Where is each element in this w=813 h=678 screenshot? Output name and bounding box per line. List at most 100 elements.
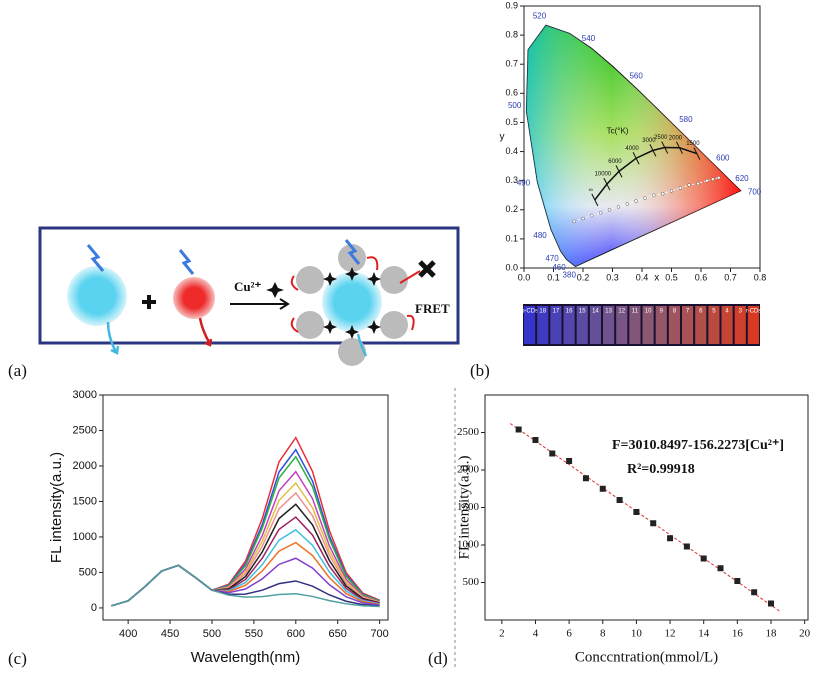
temperature-label: 3000 — [642, 138, 656, 144]
sample-point — [652, 193, 656, 197]
chart: 0.0 0.1 0.2 0.3 0.4 0.5 0.6 0.7 0.8 0.0 0.1 0.2 0.3 0… — [500, 0, 767, 283]
y-tick-label: 500 — [463, 576, 480, 588]
x-tick-label: 0.0 — [518, 272, 531, 282]
x-tick-label: 12 — [665, 628, 676, 640]
y-tick-label: 2000 — [457, 464, 480, 476]
isotherm — [615, 165, 623, 178]
temperature-label: 2000 — [669, 135, 683, 141]
vial — [563, 306, 575, 344]
y-tick-label: 1500 — [73, 495, 97, 507]
vial-label: 4 — [725, 309, 729, 315]
sample-point — [716, 176, 721, 180]
isotherm — [632, 152, 640, 165]
vial-label: 9 — [660, 309, 664, 315]
data-point — [515, 426, 522, 433]
panel-label: (a) — [8, 361, 27, 380]
data-point — [667, 535, 674, 542]
x-tick-label: 16 — [732, 628, 744, 640]
ion-label: Cu²⁺ — [234, 279, 262, 294]
isotherm — [693, 147, 701, 160]
vial — [524, 306, 536, 344]
temperature-label: ∞ — [589, 187, 593, 193]
vial-label: b-CDs — [521, 309, 538, 315]
y-tick-label: 1000 — [73, 531, 97, 543]
isotherm — [661, 141, 669, 154]
vial — [642, 306, 654, 344]
wavelength-label: 380 — [563, 271, 577, 280]
y-axis-label: FL intensity(a.u.) — [48, 452, 65, 563]
x-tick-label: 0.2 — [577, 272, 590, 282]
data-point — [683, 543, 690, 550]
vial-strip: b-CDs 18 17 16 15 14 13 12 11 10 9 8 7 6 5 4 3 r-CDs — [521, 304, 761, 346]
panel-label: (c) — [8, 649, 27, 668]
vial — [655, 306, 667, 344]
x-axis-label: Conccntration(mmol/L) — [575, 649, 718, 665]
vial — [695, 306, 707, 344]
planckian-title: Tc(°K) — [607, 126, 629, 135]
x-tick-label: 0.5 — [665, 272, 678, 282]
temperature-label: 2500 — [654, 135, 668, 141]
x-tick-label: 400 — [119, 628, 137, 640]
sample-point — [634, 199, 638, 203]
fret-label: FRET — [415, 301, 450, 316]
temperature-label: 10000 — [595, 172, 612, 178]
y-tick-label: 0.4 — [505, 146, 518, 156]
wavelength-label: 480 — [533, 231, 547, 240]
vial-label: 13 — [605, 309, 612, 315]
data-point — [767, 600, 774, 607]
vial — [682, 306, 694, 344]
light-icon — [178, 249, 195, 275]
vial-background — [523, 304, 760, 346]
wavelength-label: 500 — [508, 101, 522, 110]
sample-point — [696, 181, 700, 186]
wavelength-label: 490 — [517, 178, 531, 187]
data-point — [616, 497, 623, 503]
vial-label: 6 — [699, 309, 703, 315]
y-tick-label: 0.7 — [505, 59, 518, 69]
data-point — [599, 485, 606, 492]
data-point — [633, 509, 640, 515]
y-tick-label: 3000 — [73, 389, 97, 401]
vial-label: 18 — [539, 309, 546, 315]
panel-label: (d) — [428, 649, 448, 668]
isotherm — [676, 141, 683, 154]
y-tick-label: 0.8 — [505, 29, 518, 39]
data-point — [566, 458, 573, 464]
sample-point — [678, 186, 683, 190]
r-squared: R²=0.99918 — [627, 462, 695, 477]
blue-dot — [67, 266, 127, 326]
x-tick-label: 600 — [287, 628, 305, 640]
x-tick-label: 2 — [499, 628, 505, 640]
sample-point — [590, 213, 594, 218]
red-dot — [173, 277, 215, 319]
x-tick-label: 20 — [799, 628, 811, 640]
y-tick-label: 0.1 — [505, 233, 518, 243]
vial — [616, 306, 628, 344]
temperature-label: 4000 — [625, 146, 639, 152]
spectrum-line — [111, 564, 380, 608]
x-tick-label: 0.6 — [695, 272, 708, 282]
x-tick-label: 550 — [245, 628, 263, 640]
vial-label: 14 — [592, 309, 599, 315]
plot-frame — [484, 394, 809, 621]
vial — [668, 306, 680, 344]
x-tick-label: 0.7 — [724, 272, 737, 282]
y-tick-label: 2500 — [73, 424, 97, 436]
y-tick-label: 1000 — [457, 539, 480, 551]
vial-label: 16 — [566, 309, 573, 315]
sample-point — [607, 208, 612, 212]
y-tick-label: 1500 — [457, 501, 480, 513]
data-point — [532, 437, 539, 443]
plot-frame — [102, 394, 389, 621]
x-axis-label: Wavelength(nm) — [191, 649, 300, 666]
x-tick-label: 0.8 — [754, 272, 767, 282]
y-tick-label: 0.3 — [505, 175, 518, 185]
diagram: Cu²⁺ FRET — [38, 226, 460, 366]
vial — [537, 306, 549, 344]
reaction-arrow — [230, 298, 290, 310]
sample-point — [687, 183, 691, 187]
x-axis-label: x — [654, 273, 659, 284]
vial-label: 10 — [645, 309, 652, 315]
sample-point — [660, 192, 665, 196]
